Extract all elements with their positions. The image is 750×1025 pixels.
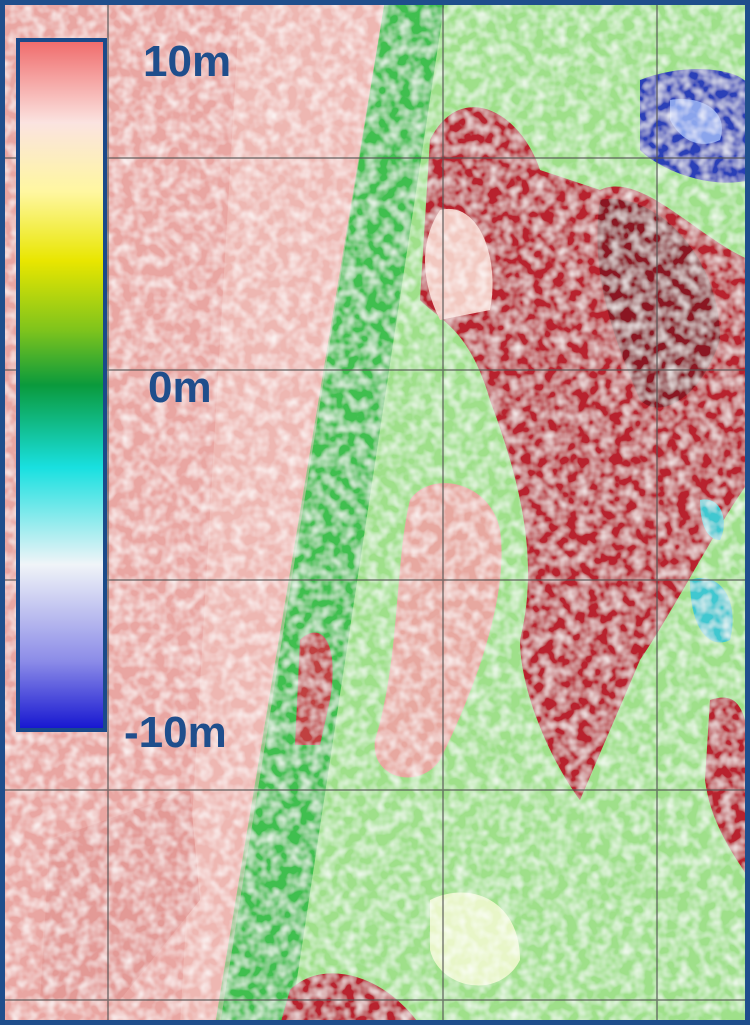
elevation-map: 10m 0m -10m xyxy=(0,0,750,1025)
color-bar xyxy=(18,40,105,730)
page: 10m 0m -10m (() => { const data = JSON.p… xyxy=(0,0,750,1025)
legend-zero-label: 0m xyxy=(148,363,212,412)
legend-max-label: 10m xyxy=(143,37,231,86)
legend-min-label: -10m xyxy=(124,708,227,757)
terrain xyxy=(0,0,750,1025)
